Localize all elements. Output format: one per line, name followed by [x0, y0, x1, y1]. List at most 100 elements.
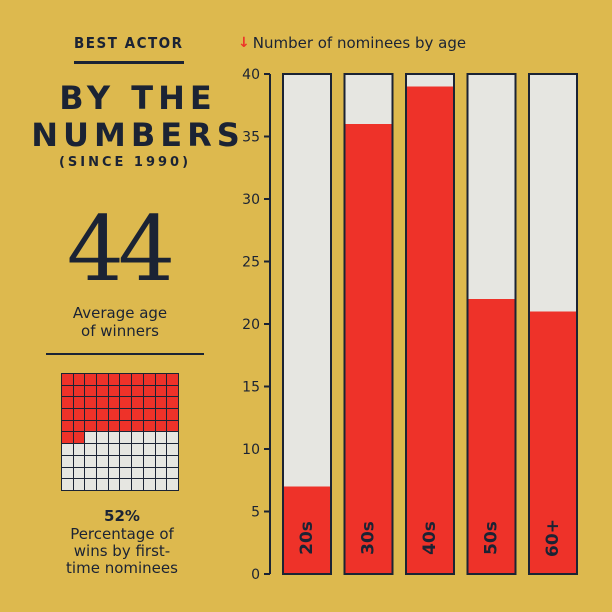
waffle-cell-filled: [167, 374, 178, 385]
waffle-cell-filled: [62, 420, 73, 432]
bar-outline: [528, 73, 578, 575]
bar-40s: [406, 86, 454, 574]
waffle-cell-filled: [85, 409, 97, 420]
waffle-cell-empty: [132, 467, 143, 479]
bar-outline: [343, 73, 394, 575]
waffle-cell-empty: [85, 432, 97, 444]
bar-50s: [467, 299, 516, 574]
waffle-cell-filled: [97, 374, 108, 385]
waffle-cell-filled: [62, 432, 73, 444]
waffle-cell-empty: [97, 444, 108, 455]
subtitle: (SINCE 1990): [58, 155, 192, 170]
waffle-cell-filled: [167, 409, 178, 420]
y-tick-label: 25: [242, 255, 260, 271]
waffle-cell-filled: [108, 385, 120, 397]
waffle-cell-filled: [108, 397, 120, 409]
waffle-cell-filled: [155, 397, 167, 409]
first-time-wins-label: Percentage of wins by first- time nomine…: [0, 526, 244, 577]
y-tick-label: 15: [242, 380, 260, 396]
waffle-cell-filled: [143, 385, 155, 397]
waffle-cell-filled: [73, 374, 85, 385]
category-label: 20s: [297, 521, 317, 555]
waffle-cell-filled: [143, 374, 155, 385]
waffle-cell-filled: [143, 397, 155, 409]
y-tick-label: 0: [251, 567, 260, 583]
waffle-cell-filled: [97, 420, 108, 432]
waffle-cell-empty: [108, 432, 120, 444]
y-tick-label: 40: [242, 67, 260, 83]
waffle-cell-empty: [108, 455, 120, 467]
waffle-cell-empty: [132, 432, 143, 444]
waffle-cell-filled: [62, 374, 73, 385]
first-time-wins-value: 52%: [104, 507, 140, 525]
waffle-cell-filled: [108, 409, 120, 420]
title-line-2: NUMBERS: [31, 116, 245, 154]
waffle-cell-filled: [120, 420, 132, 432]
waffle-cell-filled: [132, 397, 143, 409]
kicker-label: BEST ACTOR: [74, 34, 184, 52]
bar-60+: [529, 311, 577, 574]
waffle-cell-filled: [155, 409, 167, 420]
waffle-cell-filled: [155, 385, 167, 397]
waffle-cell-empty: [155, 467, 167, 479]
waffle-cell-filled: [73, 409, 85, 420]
waffle-cell-filled: [97, 385, 108, 397]
waffle-cell-empty: [62, 444, 73, 455]
category-label: 50s: [482, 521, 502, 555]
waffle-cell-filled: [120, 374, 132, 385]
waffle-cell-filled: [85, 397, 97, 409]
bar-outline: [466, 73, 517, 575]
waffle-cell-empty: [120, 479, 132, 490]
bar-outline: [405, 73, 455, 575]
waffle-cell-empty: [62, 455, 73, 467]
waffle-cell-filled: [132, 409, 143, 420]
y-tick-label: 30: [242, 192, 260, 208]
waffle-cell-empty: [120, 444, 132, 455]
waffle-cell-filled: [62, 385, 73, 397]
y-tick-label: 10: [242, 442, 260, 458]
waffle-cell-filled: [167, 397, 178, 409]
waffle-cell-filled: [167, 385, 178, 397]
waffle-cell-empty: [143, 455, 155, 467]
waffle-cell-filled: [85, 385, 97, 397]
waffle-cell-empty: [155, 432, 167, 444]
y-tick-label: 35: [242, 130, 260, 146]
waffle-cell-empty: [143, 479, 155, 490]
waffle-cell-empty: [167, 432, 178, 444]
first-time-wins-label-line-1: Percentage of: [70, 525, 174, 543]
waffle-cell-empty: [143, 467, 155, 479]
waffle-cell-empty: [97, 432, 108, 444]
waffle-cell-empty: [132, 444, 143, 455]
waffle-cell-empty: [85, 444, 97, 455]
waffle-cell-empty: [120, 467, 132, 479]
waffle-cell-filled: [73, 420, 85, 432]
bar-outline: [282, 73, 332, 575]
bar-20s: [283, 486, 331, 574]
category-label: 40s: [420, 521, 440, 555]
bar-30s: [344, 124, 393, 574]
waffle-cell-empty: [97, 467, 108, 479]
category-label: 60+: [543, 519, 563, 557]
waffle-cell-filled: [155, 374, 167, 385]
waffle-cell-filled: [132, 385, 143, 397]
waffle-cell-empty: [167, 479, 178, 490]
waffle-cell-filled: [62, 409, 73, 420]
waffle-cell-filled: [85, 374, 97, 385]
waffle-cell-empty: [132, 455, 143, 467]
waffle-cell-empty: [73, 444, 85, 455]
waffle-cell-filled: [132, 420, 143, 432]
average-age-label: Average age of winners: [0, 304, 240, 340]
chart-legend: ↓ Number of nominees by age: [238, 34, 466, 52]
average-age-label-line-2: of winners: [81, 322, 159, 340]
kicker-underline: [74, 61, 184, 64]
waffle-cell-filled: [120, 409, 132, 420]
waffle-cell-empty: [143, 444, 155, 455]
waffle-cell-filled: [62, 397, 73, 409]
category-label: 30s: [359, 521, 379, 555]
waffle-cell-empty: [85, 479, 97, 490]
waffle-cell-empty: [167, 444, 178, 455]
waffle-cell-empty: [120, 432, 132, 444]
waffle-cell-filled: [85, 420, 97, 432]
waffle-cell-filled: [73, 385, 85, 397]
